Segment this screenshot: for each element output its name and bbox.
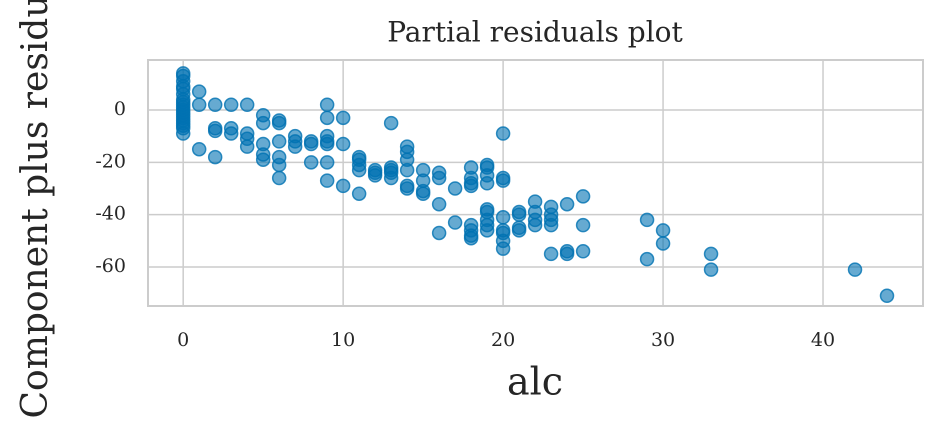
point — [543, 217, 559, 233]
point — [319, 173, 335, 188]
point — [223, 126, 239, 141]
point — [847, 262, 863, 277]
point — [399, 181, 415, 196]
point — [191, 84, 207, 99]
point — [639, 251, 655, 267]
point — [543, 246, 559, 262]
point — [447, 181, 463, 196]
point — [447, 215, 463, 230]
x-tick-label: 30 — [651, 329, 675, 351]
y-tick-label: -20 — [95, 150, 126, 172]
point — [319, 110, 335, 126]
x-tick-label: 40 — [811, 329, 835, 351]
point — [463, 178, 479, 194]
point — [703, 246, 719, 262]
point — [175, 126, 191, 141]
point — [495, 210, 511, 225]
point — [303, 155, 319, 170]
point — [367, 168, 383, 183]
x-tick-label: 20 — [491, 329, 515, 351]
point — [223, 97, 239, 113]
point — [335, 178, 351, 194]
point — [319, 136, 335, 152]
point — [559, 246, 575, 262]
x-axis-label: alc — [507, 360, 563, 404]
point — [511, 223, 527, 238]
point — [335, 136, 351, 152]
point — [495, 173, 511, 188]
point — [479, 223, 495, 238]
point — [527, 217, 543, 233]
y-tick-label: -40 — [95, 203, 126, 225]
point — [207, 97, 223, 113]
point — [303, 136, 319, 152]
point — [879, 288, 895, 304]
point — [559, 196, 575, 212]
point — [255, 115, 271, 131]
point — [495, 241, 511, 256]
point — [191, 97, 207, 113]
point — [383, 170, 399, 186]
point — [351, 186, 367, 201]
point — [271, 115, 287, 131]
y-axis-label: Component plus residual — [15, 0, 56, 419]
point — [431, 196, 447, 212]
point — [271, 157, 287, 173]
y-tick-label: -60 — [95, 255, 126, 277]
point — [655, 236, 671, 251]
point — [575, 217, 591, 233]
point — [399, 162, 415, 178]
point — [351, 162, 367, 178]
point — [431, 170, 447, 186]
point — [511, 207, 527, 222]
point — [575, 244, 591, 259]
point — [271, 170, 287, 186]
point — [239, 139, 255, 154]
point — [191, 141, 207, 157]
point — [655, 223, 671, 238]
point — [239, 97, 255, 113]
point — [639, 212, 655, 228]
point — [463, 230, 479, 246]
point — [415, 186, 431, 201]
chart-title: Partial residuals plot — [387, 16, 683, 49]
point — [383, 115, 399, 131]
point — [575, 189, 591, 204]
point — [335, 110, 351, 126]
point — [495, 126, 511, 141]
point — [319, 97, 335, 113]
point — [319, 155, 335, 170]
point — [207, 123, 223, 139]
point — [431, 225, 447, 241]
point — [207, 149, 223, 165]
x-tick-label: 10 — [331, 329, 355, 351]
point — [703, 262, 719, 277]
plot-frame — [147, 59, 924, 307]
y-tick-label: 0 — [114, 98, 126, 120]
point — [287, 139, 303, 154]
x-tick-label: 0 — [177, 329, 189, 351]
point — [271, 134, 287, 149]
point — [255, 152, 271, 167]
point — [479, 176, 495, 191]
